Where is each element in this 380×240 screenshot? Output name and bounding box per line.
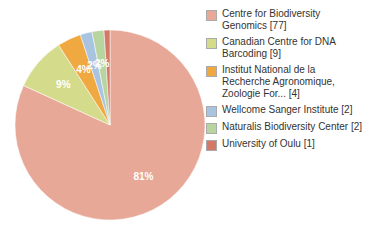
html-text:Centre for Biodiversity: Centre for Biodiversity [222, 8, 321, 19]
html-text:Barcoding [9]: Barcoding [9] [222, 48, 281, 59]
html-text:Zoologie For... [4]: Zoologie For... [4] [222, 88, 300, 99]
svg-text:81%: 81% [133, 171, 153, 182]
svg-text:9%: 9% [56, 79, 71, 90]
html-text:Wellcome Sanger Institute [2]: Wellcome Sanger Institute [2] [222, 104, 353, 115]
svg-text:2%: 2% [95, 58, 110, 69]
html-text:Institut National de la: Institut National de la [222, 64, 316, 75]
html-text:Recherche Agronomique,: Recherche Agronomique, [222, 76, 335, 87]
html-text:Naturalis Biodiversity Center: Naturalis Biodiversity Center [2] [222, 121, 363, 132]
svg-text:4%: 4% [76, 63, 91, 75]
html-text:Genomics [77]: Genomics [77] [222, 20, 287, 31]
html-text:Canadian Centre for DNA: Canadian Centre for DNA [222, 36, 336, 47]
html-text:University of Oulu [1]: University of Oulu [1] [222, 138, 315, 149]
